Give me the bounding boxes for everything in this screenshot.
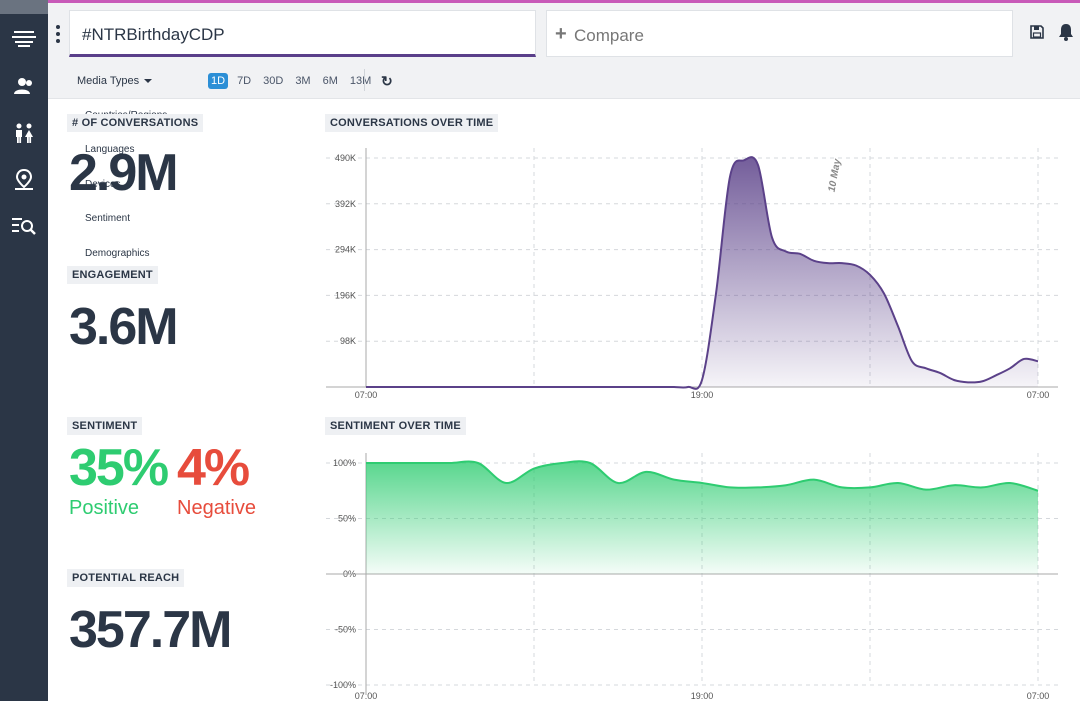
series-area — [366, 157, 1038, 389]
range-1d[interactable]: 1D — [208, 73, 229, 89]
series-line — [366, 460, 1039, 492]
x-tick-label: 19:00 — [691, 390, 714, 400]
engagement-value: 3.6M — [69, 298, 179, 356]
y-tick-label: 98K — [340, 336, 356, 346]
sidebar-top-strip — [0, 0, 48, 14]
menu-item-sentiment[interactable]: Sentiment — [85, 213, 131, 224]
y-tick-label: 294K — [335, 245, 356, 255]
menu-item-demographics[interactable]: Demographics — [85, 248, 150, 259]
media-types-dropdown[interactable]: Media Types — [77, 75, 153, 87]
bell-icon[interactable] — [1058, 23, 1074, 41]
y-tick-label: 392K — [335, 199, 356, 209]
y-tick-label: 196K — [335, 290, 356, 300]
range-7d[interactable]: 7D — [237, 75, 252, 87]
compare-input[interactable]: + Compare — [546, 10, 1013, 57]
date-annotation: 10 May — [827, 158, 844, 193]
y-tick-label: 490K — [335, 153, 356, 163]
x-tick-label: 07:00 — [355, 691, 378, 701]
query-input[interactable]: #NTRBirthdayCDP — [69, 10, 536, 57]
x-tick-label: 07:00 — [355, 390, 378, 400]
y-tick-label: -100% — [330, 680, 356, 690]
media-types-label: Media Types — [77, 75, 140, 87]
sentiment-chart: -100%-50%0%50%100%07:00 19:00 07:00 — [326, 453, 1058, 701]
conversations-chart: 98K 196K 294K 392K 490K 07:00 19:00 07:00 10 May — [326, 148, 1058, 400]
audience-icon[interactable] — [12, 74, 36, 98]
range-13m[interactable]: 13M — [349, 75, 372, 87]
positive-value: 35% — [69, 439, 169, 497]
series-line — [366, 156, 1039, 390]
sidebar — [0, 0, 48, 701]
search-list-icon[interactable] — [12, 214, 36, 238]
query-text: #NTRBirthdayCDP — [82, 25, 225, 44]
filter-toolbar: Media Types 1D 7D 30D 3M 6M 13M ↻ — [48, 63, 1080, 99]
y-tick-label: -50% — [335, 625, 356, 635]
plus-icon: + — [555, 23, 567, 45]
more-options-icon[interactable] — [56, 25, 62, 43]
x-tick-label: 07:00 — [1027, 691, 1050, 701]
negative-value: 4% — [177, 439, 250, 497]
menu-item-devices[interactable]: Devices — [85, 179, 121, 190]
save-icon[interactable] — [1030, 25, 1044, 39]
demographics-icon[interactable] — [12, 121, 36, 145]
location-icon[interactable] — [12, 168, 36, 192]
reach-label: POTENTIAL REACH — [67, 569, 185, 587]
time-range-selector: 1D 7D 30D 3M 6M 13M — [208, 73, 374, 89]
negative-label: Negative — [177, 497, 256, 519]
top-accent-line — [48, 0, 1080, 3]
toolbar-divider — [364, 69, 365, 91]
conversations-label: # OF CONVERSATIONS — [67, 114, 204, 132]
reach-value: 357.7M — [69, 601, 232, 659]
x-tick-label: 19:00 — [691, 691, 714, 701]
y-tick-label: 50% — [338, 514, 356, 524]
conversations-chart-title: CONVERSATIONS OVER TIME — [325, 114, 499, 132]
compare-label: Compare — [574, 26, 644, 45]
header: #NTRBirthdayCDP + Compare — [48, 3, 1080, 63]
y-tick-label: 100% — [333, 458, 356, 468]
brand-icon[interactable] — [12, 27, 36, 51]
caret-down-icon — [144, 79, 153, 84]
range-3m[interactable]: 3M — [295, 75, 311, 87]
menu-item-languages[interactable]: Languages — [85, 144, 135, 155]
refresh-icon[interactable]: ↻ — [381, 73, 393, 89]
sentiment-label: SENTIMENT — [67, 417, 143, 435]
x-tick-label: 07:00 — [1027, 390, 1050, 400]
positive-label: Positive — [69, 497, 140, 519]
engagement-label: ENGAGEMENT — [67, 266, 158, 284]
sentiment-chart-title: SENTIMENT OVER TIME — [325, 417, 466, 435]
range-30d[interactable]: 30D — [263, 75, 284, 87]
range-6m[interactable]: 6M — [322, 75, 338, 87]
conversations-value: 2.9M — [69, 144, 179, 202]
series-area — [366, 461, 1038, 574]
